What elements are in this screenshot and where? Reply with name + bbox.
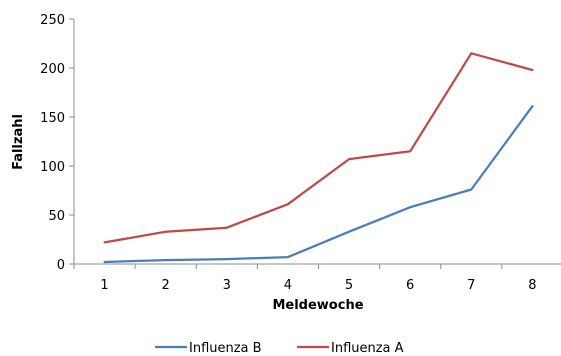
x-tick-label: 3	[223, 278, 231, 293]
x-tick-label: 5	[345, 278, 353, 293]
y-tick-label: 50	[48, 209, 65, 224]
y-tick-label: 150	[40, 111, 65, 126]
x-tick-label: 2	[162, 278, 170, 293]
y-tick-label: 0	[57, 258, 65, 273]
y-tick-label: 200	[40, 62, 65, 77]
x-tick-label: 1	[100, 278, 108, 293]
series-layer	[103, 52, 534, 264]
ticks-layer: 0 50 100 150 200 250 1 2 3 4 5 6 7 8	[40, 13, 536, 293]
axes-layer	[73, 19, 561, 265]
y-tick-label: 250	[40, 13, 65, 28]
x-tick-label: 4	[284, 278, 292, 293]
y-axis-title: Fallzahl	[11, 114, 26, 170]
legend-label: Influenza A	[331, 341, 404, 352]
y-tick-label: 100	[40, 160, 65, 175]
legend: Influenza B Influenza A	[155, 341, 404, 356]
x-tick-label: 6	[406, 278, 414, 293]
series-line-influenza-a	[103, 52, 534, 244]
x-tick-label: 7	[467, 278, 475, 293]
x-tick-label: 8	[528, 278, 536, 293]
series-line-influenza-b	[103, 105, 534, 264]
x-axis-title: Meldewoche	[272, 298, 363, 313]
legend-label: Influenza B	[189, 341, 262, 352]
